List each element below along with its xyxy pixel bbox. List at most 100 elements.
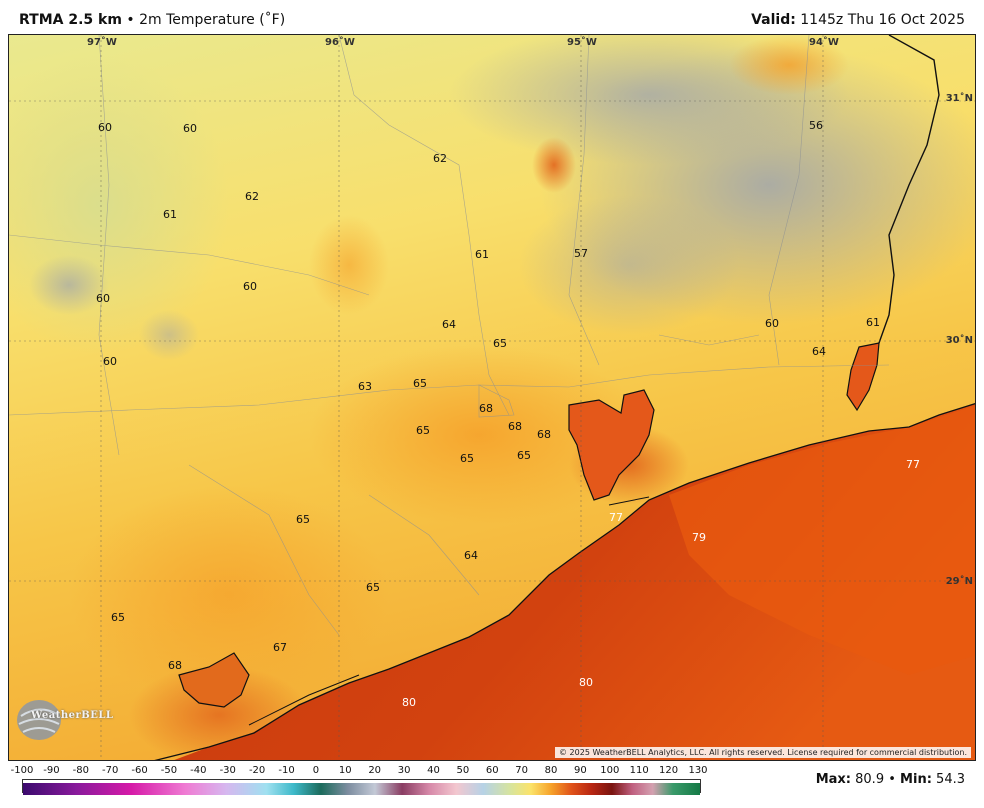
station-value: 65 (517, 449, 531, 462)
temperature-map[interactable]: 97˚W 96˚W 95˚W 94˚W 31˚N 30˚N 29˚N 60 60… (8, 34, 976, 761)
colorbar-tick-label: -50 (160, 765, 178, 776)
field-name: 2m Temperature (˚F) (139, 12, 286, 28)
station-value: 68 (479, 402, 493, 415)
colorbar-tick-label: -100 (10, 765, 34, 776)
lat-label: 29˚N (946, 575, 973, 587)
station-value: 80 (579, 676, 593, 689)
max-value: 80.9 (855, 772, 885, 787)
station-value: 64 (812, 345, 826, 358)
coastline (154, 402, 975, 760)
station-value: 65 (413, 377, 427, 390)
station-value: 68 (537, 428, 551, 441)
gray-patch-central (519, 195, 739, 335)
station-value: 60 (765, 317, 779, 330)
lon-label: 97˚W (87, 36, 117, 48)
station-value: 77 (609, 511, 623, 524)
warm-area-southwest (69, 485, 389, 705)
colorbar-tick-label: -20 (248, 765, 266, 776)
colorbar-tick-label: 90 (574, 765, 587, 776)
temperature-colorbar (22, 779, 701, 795)
county-lines (9, 35, 890, 636)
colorbar-tick-label: 130 (688, 765, 708, 776)
station-value: 62 (245, 190, 259, 203)
colorbar-gradient (23, 783, 700, 795)
station-value: 61 (866, 316, 880, 329)
station-value: 63 (358, 380, 372, 393)
colorbar-tick-label: 60 (485, 765, 499, 776)
station-value: 65 (296, 513, 310, 526)
colorbar-tick-label: 30 (397, 765, 411, 776)
valid-time-value: 1145z Thu 16 Oct 2025 (800, 12, 965, 28)
bolivar-peninsula (608, 496, 650, 506)
colorbar-tick-label: -70 (102, 765, 119, 776)
station-value: 67 (273, 641, 287, 654)
colorbar-tick-label: 10 (338, 765, 352, 776)
matagorda-bay (178, 652, 250, 708)
lon-label: 94˚W (809, 36, 839, 48)
logo-text: WeatherBELL (31, 710, 114, 721)
galveston-bay (568, 389, 655, 501)
station-value: 62 (433, 152, 447, 165)
station-value: 64 (464, 549, 478, 562)
station-value: 68 (168, 659, 182, 672)
station-value: 60 (243, 280, 257, 293)
max-min-readout: Max: 80.9 • Min: 54.3 (816, 772, 965, 787)
valid-label: Valid: (751, 12, 796, 28)
barrier-island-1 (248, 674, 360, 726)
station-value: 65 (416, 424, 430, 437)
colorbar-tick-label: -40 (190, 765, 207, 776)
product-name: RTMA 2.5 km (19, 12, 122, 28)
latitude-labels: 31˚N 30˚N 29˚N (946, 92, 973, 587)
gray-patch-west (29, 255, 109, 315)
map-title: RTMA 2.5 km • 2m Temperature (˚F) (19, 12, 285, 28)
station-value: 79 (692, 531, 706, 544)
globe-swirl-icon (17, 700, 61, 740)
stats-separator: • (888, 772, 896, 787)
colorbar-tick-label: 40 (427, 765, 440, 776)
warm-patch-north (309, 215, 389, 315)
station-value: 56 (809, 119, 823, 132)
colorbar-tick-label: 20 (368, 765, 382, 776)
max-label: Max: (815, 772, 851, 787)
gulf-east-warm (669, 405, 975, 675)
station-value: 60 (103, 355, 117, 368)
lat-label: 30˚N (946, 334, 973, 346)
station-value: 60 (96, 292, 110, 305)
station-value: 60 (98, 121, 112, 134)
warm-spot-lake (532, 137, 576, 193)
colorbar-tick-label: 80 (544, 765, 558, 776)
title-separator: • (126, 12, 135, 28)
sabine-lake (846, 342, 880, 412)
lon-label: 95˚W (567, 36, 597, 48)
map-canvas: 97˚W 96˚W 95˚W 94˚W 31˚N 30˚N 29˚N 60 60… (9, 35, 975, 760)
station-value: 61 (163, 208, 177, 221)
station-value: 65 (111, 611, 125, 624)
weatherbell-logo: WeatherBELL (13, 696, 113, 744)
copyright-notice: © 2025 WeatherBELL Analytics, LLC. All r… (555, 747, 971, 758)
colorbar-tick-label: -60 (131, 765, 148, 776)
colorbar-tick-label: 100 (600, 765, 620, 776)
station-value: 65 (366, 581, 380, 594)
sabine-river-border (878, 35, 940, 344)
colorbar-tick-label: 0 (312, 765, 320, 776)
valid-time: Valid: 1145z Thu 16 Oct 2025 (751, 12, 965, 28)
colorbar-tick-label: -30 (219, 765, 236, 776)
colorbar-tick-label: 120 (659, 765, 679, 776)
station-values: 60 60 62 61 62 61 57 56 60 60 60 64 65 6… (96, 119, 920, 709)
station-value: 60 (183, 122, 197, 135)
min-value: 54.3 (936, 772, 965, 787)
colorbar-tick-label: 70 (515, 765, 529, 776)
station-value: 65 (493, 337, 507, 350)
station-value: 61 (475, 248, 489, 261)
colorbar-tick-label: -10 (278, 765, 295, 776)
colorbar-tick-label: -80 (72, 765, 89, 776)
min-label: Min: (900, 772, 932, 787)
station-value: 80 (402, 696, 416, 709)
station-value: 68 (508, 420, 522, 433)
station-value: 64 (442, 318, 456, 331)
station-value: 57 (574, 247, 588, 260)
warm-patch-toledo (729, 35, 849, 95)
graticule (9, 35, 975, 760)
colorbar-tick-label: -90 (43, 765, 60, 776)
gray-patch-west-2 (139, 310, 199, 360)
